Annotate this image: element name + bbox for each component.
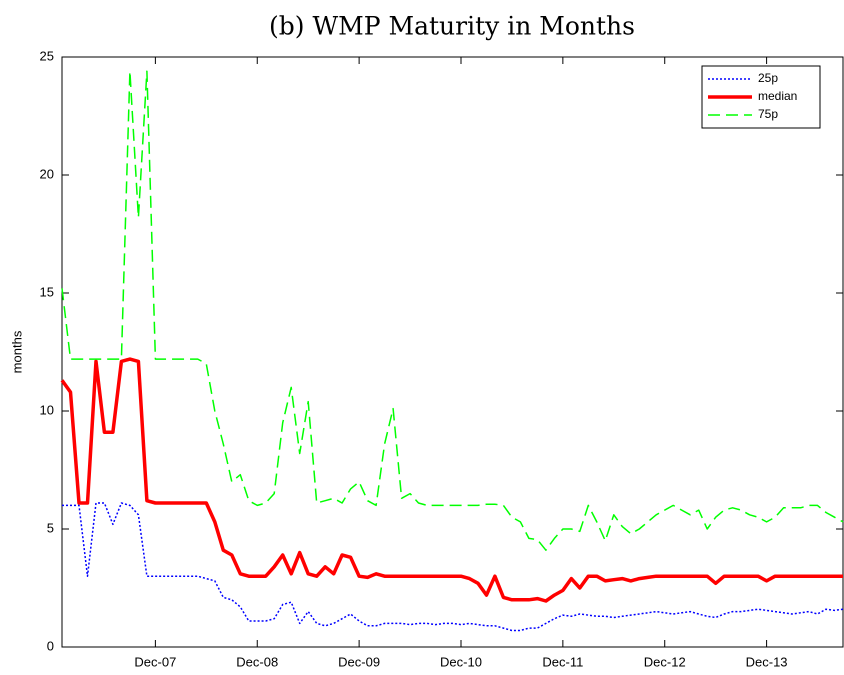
x-tick-label: Dec-08: [236, 654, 278, 669]
legend-label: median: [758, 89, 797, 103]
y-tick-label: 15: [40, 284, 54, 299]
legend-label: 75p: [758, 107, 778, 121]
y-tick-label: 0: [47, 638, 54, 653]
y-tick-label: 25: [40, 48, 54, 63]
legend-label: 25p: [758, 71, 778, 85]
y-tick-label: 10: [40, 402, 54, 417]
x-tick-label: Dec-07: [134, 654, 176, 669]
x-tick-label: Dec-09: [338, 654, 380, 669]
x-tick-label: Dec-12: [644, 654, 686, 669]
chart-title: (b) WMP Maturity in Months: [269, 12, 635, 41]
x-tick-label: Dec-10: [440, 654, 482, 669]
y-axis-label: months: [9, 330, 24, 373]
plot-frame: [61, 56, 844, 648]
y-tick-label: 5: [47, 520, 54, 535]
y-tick-label: 20: [40, 166, 54, 181]
series-line: [60, 357, 843, 603]
x-tick-label: Dec-13: [746, 654, 788, 669]
series-line: [62, 502, 844, 632]
x-tick-label: Dec-11: [542, 654, 583, 669]
series-line: [61, 70, 844, 551]
